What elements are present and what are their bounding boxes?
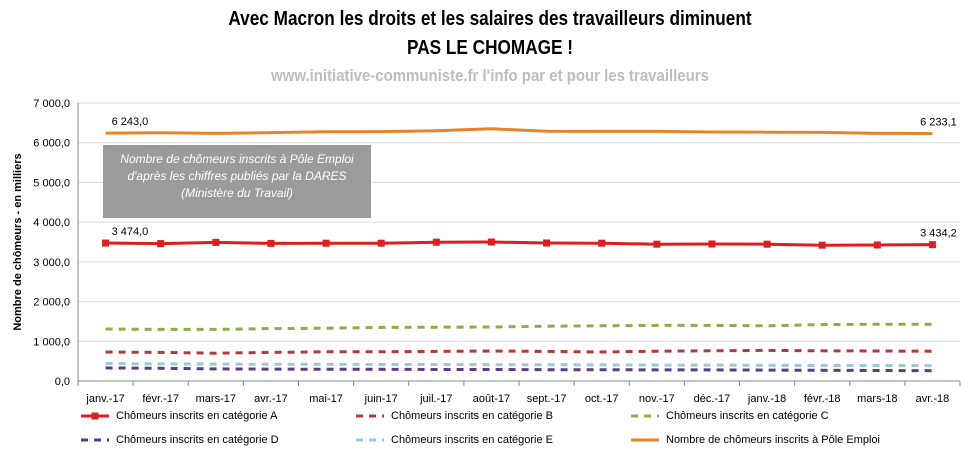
y-tick-label: 5 000,0 bbox=[33, 177, 70, 189]
x-tick-label: mai-17 bbox=[309, 393, 343, 405]
series-line bbox=[105, 348, 933, 355]
legend-item: Chômeurs inscrits en catégorie E bbox=[355, 431, 553, 449]
x-tick-label: juil.-17 bbox=[419, 393, 452, 405]
x-tick-label: sept.-17 bbox=[527, 393, 567, 405]
x-tick-label: févr.-17 bbox=[142, 393, 179, 405]
x-tick-label: janv.-17 bbox=[85, 393, 124, 405]
data-point-marker bbox=[212, 238, 220, 246]
x-tick-label: déc.-17 bbox=[694, 393, 731, 405]
y-axis-label: Nombre de chômeurs - en milliers bbox=[12, 153, 24, 331]
chart-title-line2: PAS LE CHOMAGE ! bbox=[407, 37, 573, 59]
x-tick-label: janv.-18 bbox=[747, 393, 786, 405]
data-labels: 3 474,0 3 434,2 6 243,0 6 233,1 bbox=[112, 116, 957, 240]
x-tick-label: oct.-17 bbox=[585, 393, 619, 405]
y-tick-label: 4 000,0 bbox=[33, 217, 70, 229]
data-point-marker bbox=[377, 239, 385, 247]
x-tick-label: avr.-18 bbox=[916, 393, 950, 405]
data-label: 3 434,2 bbox=[920, 228, 957, 240]
legend-label: Chômeurs inscrits en catégorie C bbox=[666, 410, 829, 422]
y-tick-labels: 0,0 1 000,0 2 000,0 3 000,0 4 000,0 5 000,0 6 … bbox=[33, 98, 70, 388]
data-point-marker bbox=[653, 240, 661, 248]
data-point-marker bbox=[708, 240, 716, 248]
legend-item: Chômeurs inscrits en catégorie B bbox=[355, 407, 553, 425]
y-tick-label: 0,0 bbox=[55, 376, 70, 388]
y-tick-label: 2 000,0 bbox=[33, 297, 70, 309]
legend-label: Chômeurs inscrits en catégorie D bbox=[116, 434, 279, 446]
series-line bbox=[105, 362, 933, 368]
data-point-marker bbox=[928, 241, 936, 249]
y-tick-label: 3 000,0 bbox=[33, 257, 70, 269]
legend-swatch bbox=[631, 438, 659, 442]
data-point-marker bbox=[432, 238, 440, 246]
legend-item: Chômeurs inscrits en catégorie D bbox=[80, 431, 279, 449]
legend-swatch bbox=[631, 414, 659, 418]
data-point-marker bbox=[487, 238, 495, 246]
series-line bbox=[105, 366, 933, 373]
x-tick-labels: janv.-17 févr.-17 mars-17 avr.-17 mai-17 juin… bbox=[85, 393, 949, 405]
legend-item: Chômeurs inscrits en catégorie A bbox=[80, 407, 277, 425]
data-point-marker bbox=[267, 239, 275, 247]
series-lines bbox=[102, 127, 936, 373]
legend-swatch bbox=[356, 438, 384, 442]
y-tick-label: 7 000,0 bbox=[33, 98, 70, 110]
x-tick-label: nov.-17 bbox=[639, 393, 675, 405]
series-line bbox=[105, 240, 933, 247]
annotation-box: Nombre de chômeurs inscrits à Pôle Emplo… bbox=[103, 145, 371, 218]
legend-label: Chômeurs inscrits en catégorie E bbox=[391, 434, 554, 446]
data-point-marker bbox=[543, 239, 551, 247]
chart-subtitle: www.initiative-communiste.fr l'info par … bbox=[271, 66, 709, 85]
y-tick-label: 1 000,0 bbox=[33, 336, 70, 348]
data-point-marker bbox=[322, 239, 330, 247]
data-label: 3 474,0 bbox=[112, 226, 149, 238]
y-tick-label: 6 000,0 bbox=[33, 138, 70, 150]
x-tick-label: juin-17 bbox=[364, 393, 398, 405]
x-tick-label: mars-17 bbox=[196, 393, 236, 405]
data-label: 6 243,0 bbox=[112, 116, 149, 128]
series-line bbox=[105, 322, 933, 331]
x-tick-label: août-17 bbox=[473, 393, 510, 405]
chart-title-line1: Avec Macron les droits et les salaires d… bbox=[228, 8, 752, 30]
data-point-marker bbox=[873, 241, 881, 249]
data-point-marker bbox=[818, 241, 826, 249]
data-point-marker bbox=[157, 240, 165, 248]
x-tick-label: févr.-18 bbox=[804, 393, 841, 405]
x-tick-label: avr.-17 bbox=[254, 393, 288, 405]
series-line bbox=[105, 127, 933, 135]
legend-label: Nombre de chômeurs inscrits à Pôle Emplo… bbox=[666, 434, 880, 446]
legend-item: Nombre de chômeurs inscrits à Pôle Emplo… bbox=[630, 431, 880, 449]
legend-swatch bbox=[356, 414, 384, 418]
x-tick-label: mars-18 bbox=[857, 393, 897, 405]
legend-label: Chômeurs inscrits en catégorie B bbox=[391, 410, 554, 422]
legend-label: Chômeurs inscrits en catégorie A bbox=[116, 410, 278, 422]
data-label: 6 233,1 bbox=[920, 116, 957, 128]
legend-swatch bbox=[81, 438, 109, 442]
legend-swatch bbox=[81, 412, 109, 420]
data-point-marker bbox=[102, 239, 110, 247]
data-point-marker bbox=[763, 240, 771, 248]
legend-item: Chômeurs inscrits en catégorie C bbox=[630, 407, 829, 425]
data-point-marker bbox=[598, 239, 606, 247]
